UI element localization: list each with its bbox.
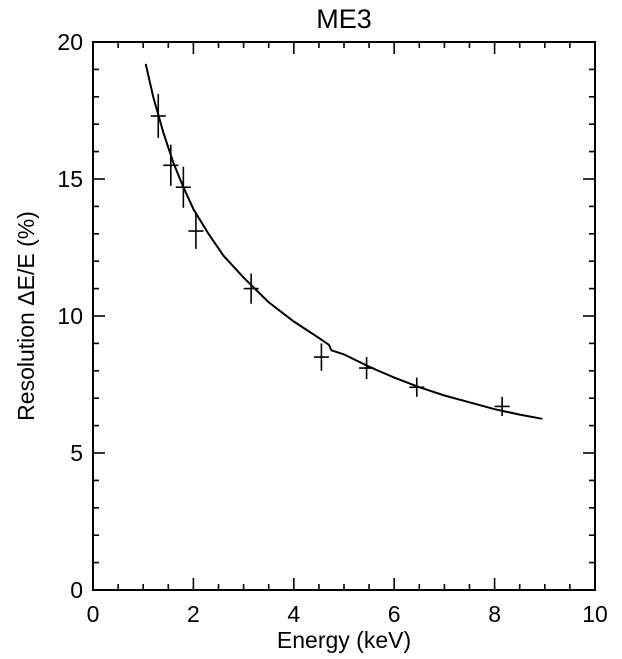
data-point xyxy=(494,396,510,417)
y-tick-label: 15 xyxy=(57,166,83,192)
x-tick-label: 2 xyxy=(187,601,200,627)
data-point xyxy=(150,94,166,138)
y-tick-label: 0 xyxy=(70,577,83,603)
fit-curve-line xyxy=(144,63,543,420)
data-points xyxy=(150,94,510,417)
data-point xyxy=(243,273,259,304)
data-point xyxy=(163,144,179,186)
y-tick-label: 10 xyxy=(57,303,83,329)
data-point xyxy=(175,166,191,208)
x-tick-label: 10 xyxy=(582,601,608,627)
x-tick-label: 8 xyxy=(488,601,501,627)
x-tick-label: 4 xyxy=(287,601,300,627)
axis-ticks xyxy=(92,41,596,591)
chart-title: ME3 xyxy=(316,4,372,34)
data-point xyxy=(359,357,375,380)
x-tick-label: 6 xyxy=(388,601,401,627)
data-point xyxy=(409,377,425,397)
x-tick-label: 0 xyxy=(87,601,100,627)
y-tick-label: 20 xyxy=(57,29,83,55)
plot-frame xyxy=(92,41,596,591)
fit-curve xyxy=(144,63,543,420)
data-point xyxy=(313,343,329,371)
y-tick-label: 5 xyxy=(70,440,83,466)
x-axis-label: Energy (keV) xyxy=(277,627,411,653)
y-axis-label: Resolution ΔE/E (%) xyxy=(13,211,39,421)
tick-labels: 0 2 4 6 8 10 0 5 10 15 20 xyxy=(57,29,607,627)
data-point xyxy=(188,213,204,249)
